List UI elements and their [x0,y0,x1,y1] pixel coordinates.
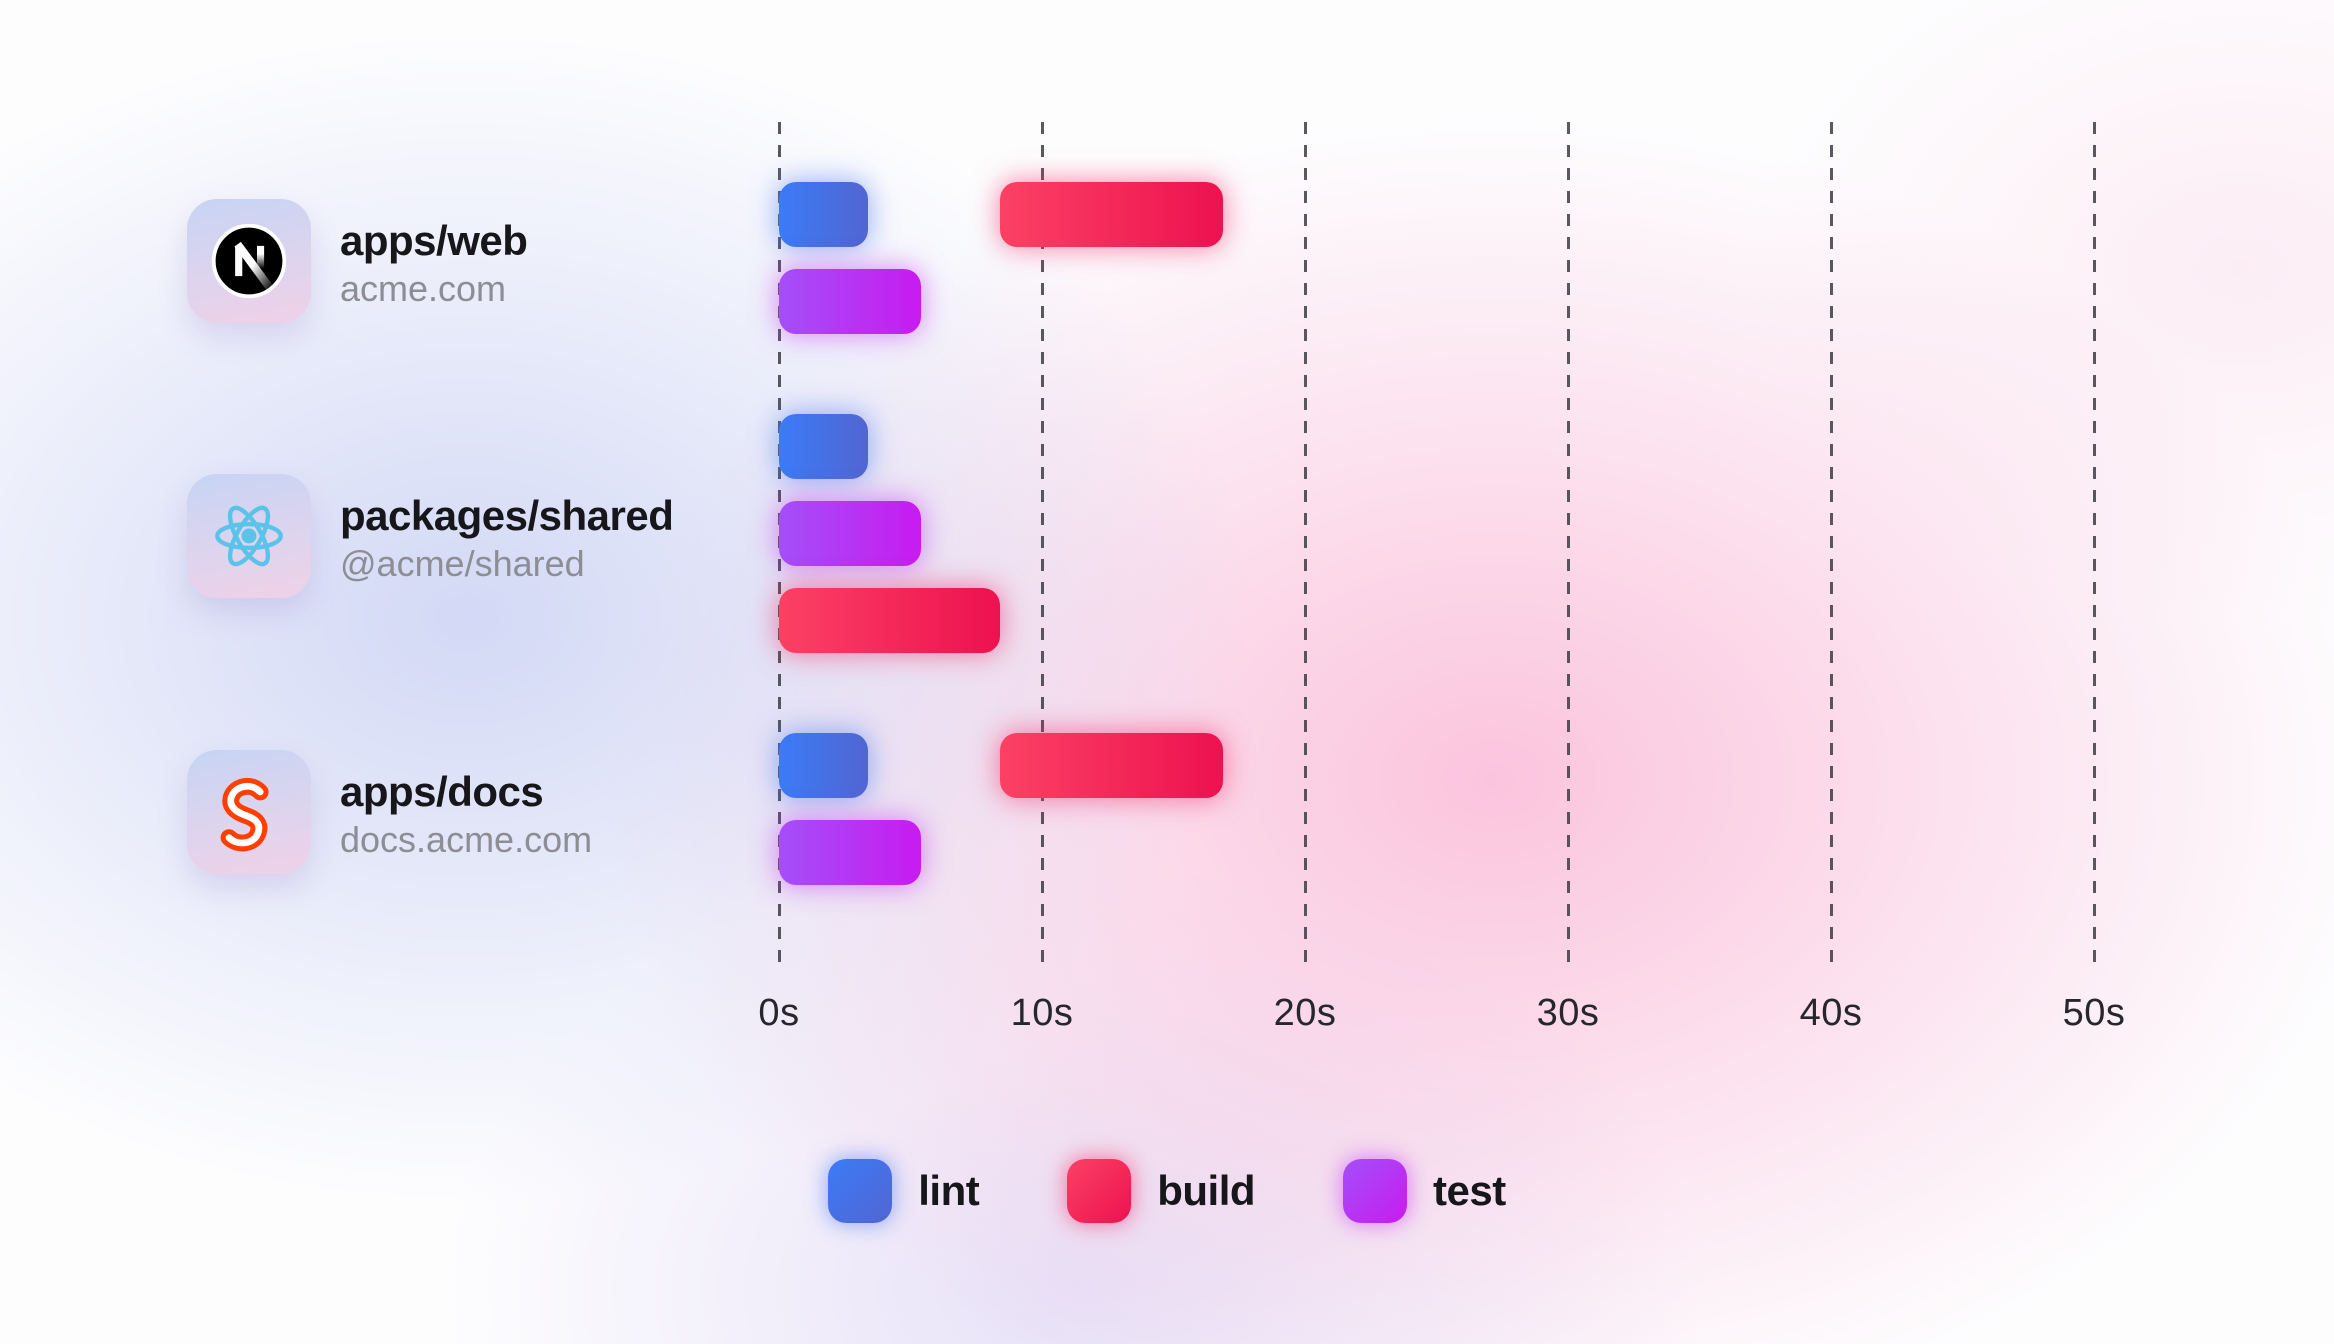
package-subtitle: docs.acme.com [340,819,593,860]
package-title: apps/web [340,217,528,264]
axis-tick-label: 50s [2062,992,2126,1034]
task-bar-build [779,587,1000,653]
task-bar-test [779,500,922,566]
task-bar-build [999,733,1224,798]
task-bar-test [779,820,922,885]
axis-tick-label: 30s [1536,992,1600,1034]
legend: lint build test [0,1159,2334,1223]
package-tile-apps-web [187,199,311,323]
legend-item-lint: lint [828,1159,980,1223]
task-bar-lint [779,733,869,798]
legend-item-build: build [1067,1159,1256,1223]
axis-tick-label: 20s [1273,992,1337,1034]
gridline-50s [2092,122,2096,962]
gridline-20s [1303,122,1307,962]
task-bar-build [999,182,1224,247]
legend-swatch-build [1067,1159,1132,1223]
package-title: packages/shared [340,492,674,539]
legend-swatch-lint [828,1159,893,1223]
task-bar-test [779,269,922,334]
package-subtitle: @acme/shared [340,543,585,584]
gridline-10s [1040,122,1044,962]
legend-label: lint [918,1167,980,1214]
legend-label: build [1157,1167,1256,1214]
axis-tick-label: 10s [1010,992,1074,1034]
task-bar-lint [779,413,869,479]
package-tile-apps-docs [187,750,311,874]
gridline-30s [1566,122,1570,962]
gridline-40s [1829,122,1833,962]
legend-item-test: test [1343,1159,1506,1223]
task-bar-lint [779,182,869,247]
package-subtitle: acme.com [340,268,507,309]
package-title: apps/docs [340,768,544,815]
axis-tick-label: 0s [758,992,800,1034]
svelte-icon [220,777,269,852]
axis-tick-label: 40s [1799,992,1863,1034]
package-tile-packages-shared [187,474,311,598]
react-icon [215,505,283,567]
nextjs-icon [211,223,287,299]
legend-swatch-test [1343,1159,1408,1223]
legend-label: test [1433,1167,1506,1214]
